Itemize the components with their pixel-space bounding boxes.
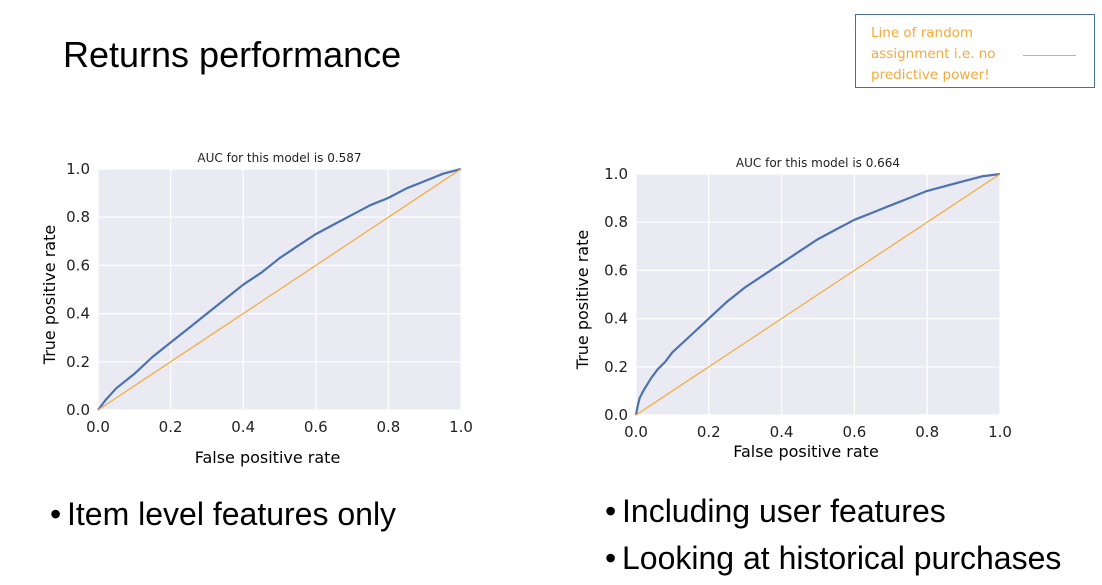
y-tick-label: 1.0 xyxy=(604,165,628,183)
x-tick-label: 0.4 xyxy=(770,423,794,441)
legend-box: Line of random assignment i.e. no predic… xyxy=(855,14,1095,88)
bullet-marker: • xyxy=(605,493,617,529)
x-axis-label: False positive rate xyxy=(195,448,341,467)
x-axis-label: False positive rate xyxy=(733,442,879,461)
y-tick-label: 0.2 xyxy=(66,353,90,371)
y-tick-label: 0.4 xyxy=(604,310,628,328)
x-tick-label: 1.0 xyxy=(449,418,473,436)
y-axis-label: True positive rate xyxy=(573,230,592,370)
y-axis-label: True positive rate xyxy=(40,225,59,365)
x-tick-label: 0.8 xyxy=(376,418,400,436)
roc-curve-line xyxy=(97,167,462,411)
legend-text: Line of random assignment i.e. no predic… xyxy=(871,25,996,83)
bullet-text: Looking at historical purchases xyxy=(622,540,1062,576)
x-tick-label: 0.8 xyxy=(915,423,939,441)
y-tick-label: 0.0 xyxy=(66,401,90,419)
chart-title: AUC for this model is 0.664 xyxy=(736,156,900,170)
y-tick-label: 0.8 xyxy=(66,208,90,226)
bullet-item-left-0: • Item level features only xyxy=(50,496,396,532)
x-tick-label: 0.0 xyxy=(624,423,648,441)
bullet-item-right-1: • Looking at historical purchases xyxy=(605,540,1061,576)
chart-title: AUC for this model is 0.587 xyxy=(197,151,361,165)
bullet-text: Item level features only xyxy=(67,496,397,532)
bullet-marker: • xyxy=(605,540,617,576)
legend-line-sample xyxy=(1023,55,1076,56)
x-tick-label: 0.2 xyxy=(159,418,183,436)
x-tick-label: 0.4 xyxy=(231,418,255,436)
random-assignment-line xyxy=(97,168,462,411)
y-tick-label: 0.4 xyxy=(66,305,90,323)
y-tick-label: 0.2 xyxy=(604,358,628,376)
roc-curve-line xyxy=(634,172,1001,416)
y-tick-label: 0.6 xyxy=(66,256,90,274)
random-assignment-line xyxy=(635,173,1001,416)
bullet-item-right-0: • Including user features xyxy=(605,493,946,529)
y-tick-label: 1.0 xyxy=(66,160,90,178)
bullet-text: Including user features xyxy=(622,493,946,529)
x-tick-label: 0.0 xyxy=(86,418,110,436)
y-tick-label: 0.8 xyxy=(604,213,628,231)
x-tick-label: 1.0 xyxy=(988,423,1012,441)
x-tick-label: 0.6 xyxy=(304,418,328,436)
bullet-marker: • xyxy=(50,496,62,532)
x-tick-label: 0.6 xyxy=(842,423,866,441)
y-tick-label: 0.0 xyxy=(604,406,628,424)
slide-title: Returns performance xyxy=(63,34,402,75)
y-tick-label: 0.6 xyxy=(604,261,628,279)
x-tick-label: 0.2 xyxy=(697,423,721,441)
